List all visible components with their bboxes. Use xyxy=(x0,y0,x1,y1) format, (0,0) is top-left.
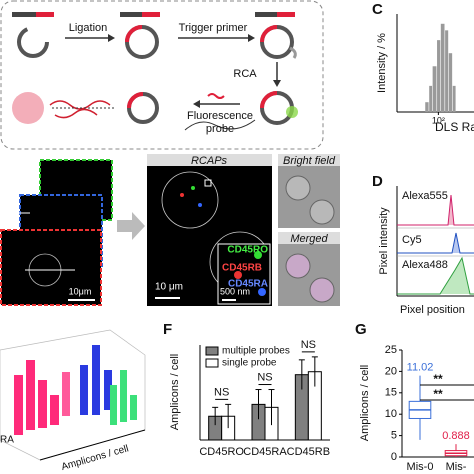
channel-label: Cy5 xyxy=(402,234,422,246)
panel-label: C xyxy=(372,1,383,18)
image-title: Merged xyxy=(290,233,328,245)
bar xyxy=(440,23,445,112)
scale-label: 500 nm xyxy=(220,286,250,296)
annotation: NS xyxy=(257,371,272,383)
axis-title: Pixel position xyxy=(400,304,465,316)
image-title: RCAPs xyxy=(191,155,228,167)
legend-label: multiple probes xyxy=(222,346,290,357)
inset-label: CD45RA xyxy=(228,279,268,290)
y-tick-label: 15 xyxy=(385,387,397,399)
panel-label: G xyxy=(355,321,367,338)
axis-title: Pixel intensity xyxy=(378,207,390,275)
panel-label: F xyxy=(163,321,172,338)
panel-label: D xyxy=(372,173,383,190)
histogram-3d xyxy=(0,329,146,461)
data-label: 11.02 xyxy=(407,362,434,374)
bar xyxy=(425,102,429,112)
y-tick-label: 10 xyxy=(385,408,397,420)
bar xyxy=(437,40,441,113)
x-tick-label: CD45RB xyxy=(287,446,330,458)
data-label: 0.888 xyxy=(442,430,470,442)
inset-label: CD45RO xyxy=(227,245,268,256)
x-tick-label: Mis-0 xyxy=(407,461,434,473)
axis-title: Amplicons / cell xyxy=(169,354,181,430)
annotation: ** xyxy=(433,372,443,386)
axis-title: Amplicons / cell xyxy=(359,365,371,441)
probe-label: Fluorescence xyxy=(187,110,253,122)
bar xyxy=(452,85,456,112)
step-label: Ligation xyxy=(69,22,108,34)
axis-title: Intensity / % xyxy=(376,33,388,93)
x-tick-label: 10² xyxy=(432,115,445,125)
bar xyxy=(448,53,453,112)
y-tick-label: 5 xyxy=(391,430,397,442)
channel-label: Alexa555 xyxy=(402,190,448,202)
y-tick-label: 0 xyxy=(391,451,397,463)
x-tick-label: CD45RA xyxy=(243,446,287,458)
step-label: Trigger primer xyxy=(179,22,248,34)
intensity-traces xyxy=(396,186,474,297)
legend-label: single probe xyxy=(222,358,277,369)
annotation: NS xyxy=(214,386,229,398)
step-label: RCA xyxy=(233,68,257,80)
probe-label: probe xyxy=(206,123,234,135)
scale-label: 10μm xyxy=(69,286,92,296)
annotation: ** xyxy=(433,387,443,401)
scale-label: 10 μm xyxy=(155,282,183,293)
channel-label: Alexa488 xyxy=(402,259,448,271)
axis-title: DLS Radius xyxy=(435,120,474,134)
bar xyxy=(445,30,449,112)
inset-label: CD45RB xyxy=(222,263,262,274)
cell-images xyxy=(0,154,340,306)
legend-swatch xyxy=(205,358,219,368)
axis-title: Amplicons / cell xyxy=(60,443,130,473)
x-tick-label: CD45RO xyxy=(199,446,244,458)
y-tick-label: 20 xyxy=(385,365,397,377)
annotation: NS xyxy=(301,339,316,351)
axis-label: RA xyxy=(0,435,14,446)
y-tick-label: 25 xyxy=(385,344,397,356)
bar xyxy=(432,66,437,112)
schematic xyxy=(0,0,324,150)
legend-swatch xyxy=(205,346,219,356)
bar xyxy=(429,85,433,112)
x-tick-label: Mis- xyxy=(446,461,467,473)
image-title: Bright field xyxy=(283,155,336,167)
